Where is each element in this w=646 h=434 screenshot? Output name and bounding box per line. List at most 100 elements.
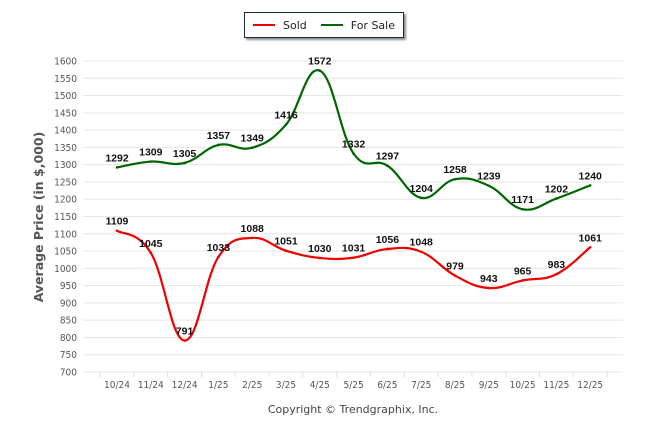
y-axis-ticks: 700 750 800 850 900 950 1000 1050 1100 1150 1200 12… (54, 57, 77, 379)
data-point-for-sale[interactable] (250, 146, 254, 150)
data-point-sold[interactable] (386, 247, 389, 251)
data-label-for-sale: 1171 (511, 194, 534, 206)
data-point-sold[interactable] (183, 339, 186, 342)
legend-item-sold[interactable]: Sold (253, 19, 307, 32)
data-label-for-sale: 1332 (342, 139, 366, 151)
legend-item-for-sale[interactable]: For Sale (320, 18, 395, 32)
y-tick-label: 1250 (54, 177, 77, 188)
data-point-sold[interactable] (453, 274, 457, 277)
x-tick-label: 6/25 (377, 380, 397, 391)
data-point-for-sale[interactable] (352, 152, 355, 155)
data-point-sold[interactable] (555, 272, 558, 276)
data-point-for-sale[interactable] (555, 197, 558, 200)
data-point-sold[interactable] (487, 286, 491, 290)
data-label-sold: 1031 (342, 243, 366, 255)
y-tick-label: 1450 (54, 108, 77, 119)
y-tick-label: 1000 (54, 264, 77, 275)
data-label-for-sale: 1357 (207, 130, 231, 142)
y-tick-label: 900 (60, 298, 77, 309)
data-label-sold: 943 (480, 273, 498, 285)
data-label-sold: 791 (176, 326, 194, 338)
data-point-sold[interactable] (284, 249, 288, 253)
legend-label-for-sale: For Sale (350, 18, 395, 32)
y-tick-label: 750 (60, 350, 77, 361)
data-label-for-sale: 1572 (308, 56, 332, 68)
x-tick-label: 1/25 (208, 380, 228, 391)
data-labels: 1109 1045 791 1033 1088 1051 1030 1031 1056 1048 9… (105, 56, 602, 338)
data-point-for-sale[interactable] (183, 161, 186, 165)
data-label-sold: 965 (514, 265, 532, 277)
y-tick-label: 1400 (54, 126, 77, 137)
data-label-for-sale: 1416 (274, 110, 298, 122)
x-tick-label: 4/25 (310, 380, 330, 391)
data-label-sold: 979 (446, 261, 464, 273)
x-tick-label: 10/25 (510, 380, 536, 391)
x-tick-label: 11/25 (543, 380, 569, 391)
legend-label-sold: Sold (283, 18, 307, 32)
data-point-for-sale[interactable] (487, 184, 491, 188)
y-tick-label: 1100 (54, 229, 77, 240)
data-point-sold[interactable] (352, 256, 355, 259)
y-tick-label: 950 (60, 281, 77, 292)
x-tick-label: 12/25 (577, 380, 603, 391)
x-tick-label: 2/25 (242, 380, 262, 391)
data-point-sold[interactable] (318, 256, 322, 260)
data-label-sold: 1109 (106, 216, 129, 228)
x-tick-label: 7/25 (411, 380, 431, 391)
data-label-sold: 1048 (410, 237, 434, 249)
data-point-for-sale[interactable] (521, 207, 524, 211)
data-label-sold: 1030 (308, 243, 332, 255)
y-tick-label: 1600 (54, 57, 77, 68)
x-tick-label: 9/25 (479, 380, 499, 391)
series-lines (115, 69, 592, 342)
data-label-for-sale: 1240 (579, 170, 603, 182)
data-label-sold: 983 (548, 259, 566, 271)
copyright-footer: Copyright © Trendgraphix, Inc. (268, 403, 438, 416)
x-tick-label: 5/25 (343, 380, 363, 391)
data-point-sold[interactable] (217, 255, 220, 259)
y-tick-label: 800 (60, 333, 77, 344)
data-label-for-sale: 1349 (241, 133, 265, 145)
data-label-for-sale: 1297 (376, 151, 400, 163)
data-point-for-sale[interactable] (217, 143, 220, 147)
y-tick-label: 850 (60, 316, 77, 327)
data-point-sold[interactable] (419, 250, 423, 254)
y-tick-label: 1200 (54, 195, 77, 206)
data-label-for-sale: 1258 (443, 164, 467, 176)
y-tick-label: 1050 (54, 247, 77, 258)
data-point-for-sale[interactable] (149, 160, 153, 163)
y-tick-label: 1550 (54, 74, 77, 85)
x-axis-ticks: 10/24 11/24 12/24 1/25 2/25 3/25 4/25 5/25 6/25 7… (99, 372, 608, 391)
data-point-sold[interactable] (521, 279, 524, 282)
y-tick-label: 700 (60, 368, 77, 379)
legend: Sold For Sale (244, 12, 404, 38)
y-tick-label: 1500 (54, 91, 77, 102)
data-point-sold[interactable] (115, 229, 119, 232)
data-point-for-sale[interactable] (284, 123, 288, 126)
data-label-for-sale: 1204 (410, 183, 434, 195)
data-label-sold: 1045 (139, 238, 163, 250)
data-point-sold[interactable] (588, 245, 592, 249)
data-label-sold: 1088 (241, 223, 265, 235)
data-point-for-sale[interactable] (588, 184, 592, 187)
data-label-for-sale: 1309 (139, 147, 163, 159)
x-tick-label: 10/24 (104, 380, 130, 391)
legend-swatch-for-sale (320, 24, 343, 26)
y-tick-label: 1350 (54, 143, 77, 154)
data-point-for-sale[interactable] (453, 177, 457, 181)
x-tick-label: 11/24 (138, 380, 164, 391)
data-point-for-sale[interactable] (419, 196, 423, 200)
data-label-for-sale: 1202 (545, 184, 569, 196)
legend-swatch-sold (253, 24, 275, 26)
data-label-for-sale: 1292 (105, 152, 129, 164)
data-label-sold: 1061 (579, 232, 603, 244)
data-point-for-sale[interactable] (115, 166, 119, 169)
data-point-sold[interactable] (250, 236, 254, 240)
data-point-for-sale[interactable] (318, 69, 322, 72)
data-point-for-sale[interactable] (386, 164, 389, 168)
x-tick-label: 8/25 (445, 380, 465, 391)
data-point-sold[interactable] (149, 251, 153, 255)
x-tick-label: 3/25 (276, 380, 296, 391)
y-axis-title: Average Price (in $,000) (31, 132, 46, 303)
